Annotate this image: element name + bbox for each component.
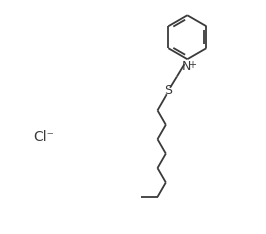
Text: N: N: [181, 60, 191, 73]
Text: Cl⁻: Cl⁻: [34, 130, 55, 144]
Text: S: S: [164, 84, 172, 97]
Text: +: +: [188, 60, 196, 70]
